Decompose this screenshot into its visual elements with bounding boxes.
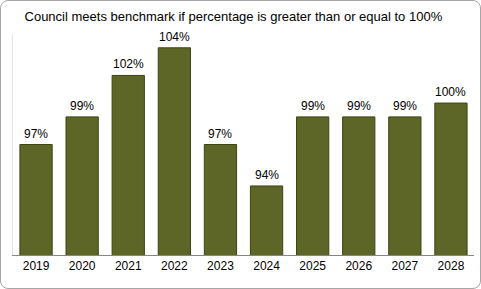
svg-text:Council meets benchmark if per: Council meets benchmark if percentage is… — [25, 9, 443, 24]
svg-text:2021: 2021 — [115, 259, 142, 273]
svg-text:2022: 2022 — [161, 259, 188, 273]
svg-text:99%: 99% — [301, 99, 325, 113]
svg-text:2026: 2026 — [345, 259, 372, 273]
svg-text:94%: 94% — [255, 168, 279, 182]
svg-text:99%: 99% — [347, 99, 371, 113]
svg-text:100%: 100% — [435, 85, 466, 99]
svg-text:2025: 2025 — [299, 259, 326, 273]
svg-text:2023: 2023 — [207, 259, 234, 273]
svg-text:97%: 97% — [208, 127, 232, 141]
svg-text:97%: 97% — [24, 127, 48, 141]
svg-text:2027: 2027 — [391, 259, 418, 273]
svg-text:102%: 102% — [113, 57, 144, 71]
svg-text:2028: 2028 — [438, 259, 465, 273]
svg-text:99%: 99% — [70, 99, 94, 113]
svg-text:2020: 2020 — [69, 259, 96, 273]
svg-text:99%: 99% — [393, 99, 417, 113]
svg-text:104%: 104% — [159, 30, 190, 44]
svg-text:2024: 2024 — [253, 259, 280, 273]
svg-text:2019: 2019 — [23, 259, 50, 273]
